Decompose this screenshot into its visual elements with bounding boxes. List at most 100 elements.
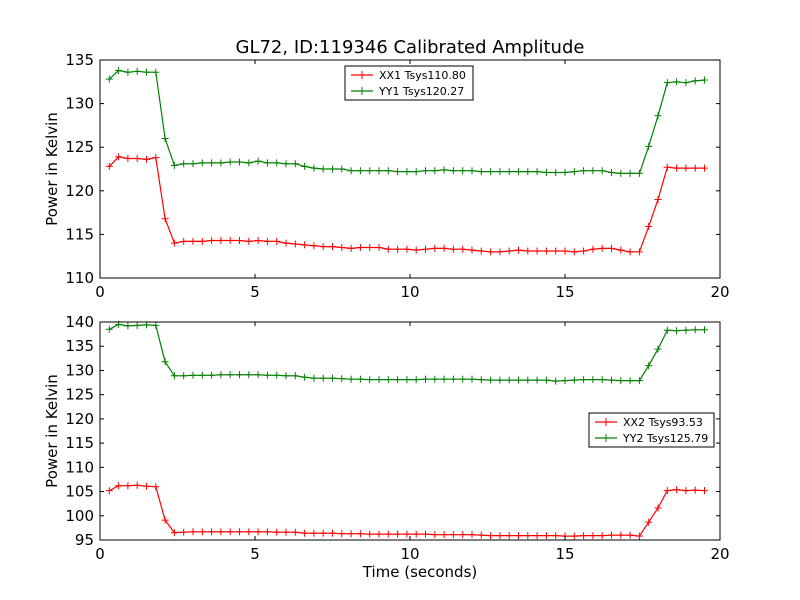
x-tick-label: 10 [400,545,419,563]
data-point [663,79,671,87]
data-point [459,245,467,253]
data-point [496,248,504,256]
data-point [487,376,495,384]
data-point [208,159,216,167]
data-point [152,321,160,329]
data-point [217,159,225,167]
data-point [663,163,671,171]
data-point [533,168,541,176]
data-point [310,242,318,250]
data-point [273,237,281,245]
data-point [654,112,662,120]
data-point [403,376,411,384]
data-point [273,528,281,536]
legend-marker [358,87,366,95]
data-point [152,483,160,491]
data-point [208,371,216,379]
data-point [505,376,513,384]
data-point [282,239,290,247]
data-point [561,247,569,255]
data-point [366,376,374,384]
data-point [161,215,169,223]
data-point [338,165,346,173]
data-point [356,530,364,538]
data-point [226,371,234,379]
data-point [608,376,615,384]
data-point [254,371,262,379]
data-point [366,243,374,251]
data-point [105,325,113,333]
y-tick-label: 110 [65,269,94,287]
legend-label: YY2 Tsys125.79 [622,432,708,445]
data-point [440,166,448,174]
x-tick-label: 20 [710,283,729,301]
data-point [319,165,327,173]
data-point [505,532,513,540]
data-point [310,529,318,537]
data-point [682,79,690,87]
data-point [533,376,541,384]
x-tick-label: 0 [95,283,105,301]
data-point [431,244,439,252]
data-point [366,167,374,175]
data-point [645,362,653,370]
data-point [477,376,485,384]
data-point [263,371,271,379]
y-tick-label: 120 [65,410,94,428]
data-point [403,530,411,538]
data-point [245,159,253,167]
data-point [170,372,178,380]
data-point [635,377,643,385]
data-point [105,487,113,495]
data-point [236,528,243,536]
data-point [459,167,467,175]
data-point [375,243,383,251]
data-point [198,237,206,245]
subplot-2: 0 5 10 15 20 95 100 105 110 115 120 125 130 135 140 Pow… [43,313,730,581]
legend-entry: YY2 Tsys125.79 [595,432,708,445]
data-point [115,153,123,161]
data-point [496,532,504,540]
data-point [580,376,588,384]
data-point [347,375,355,383]
data-point [301,162,309,170]
data-point [552,377,560,385]
data-point [282,160,290,168]
data-point [329,529,336,537]
data-point [170,529,178,537]
data-point [263,528,271,536]
data-point [682,164,690,172]
y-tick-label: 120 [65,182,94,200]
data-point [598,532,606,540]
data-point [124,482,132,490]
data-point [254,528,262,536]
data-point [180,237,188,245]
data-point [459,375,467,383]
legend-box [344,65,474,101]
data-point [468,246,476,254]
data-point [496,376,504,384]
data-point [180,372,188,380]
data-point [515,168,522,176]
data-point [384,376,392,384]
data-point [487,248,495,256]
data-point [245,371,253,379]
data-point [691,164,699,172]
data-point [366,530,374,538]
y-tick-label: 135 [65,337,94,355]
data-point [301,241,309,249]
y-tick-label: 115 [65,225,94,243]
data-point [617,169,625,177]
y-tick-label: 130 [65,95,94,113]
data-point [319,529,327,537]
data-point [701,326,708,334]
data-point [487,532,495,540]
data-point [124,155,132,163]
x-tick-label: 15 [555,545,574,563]
data-point [561,377,569,385]
data-point [598,244,606,252]
data-point [143,482,150,490]
data-point [524,168,532,176]
data-point [589,245,597,253]
data-point [542,168,550,176]
